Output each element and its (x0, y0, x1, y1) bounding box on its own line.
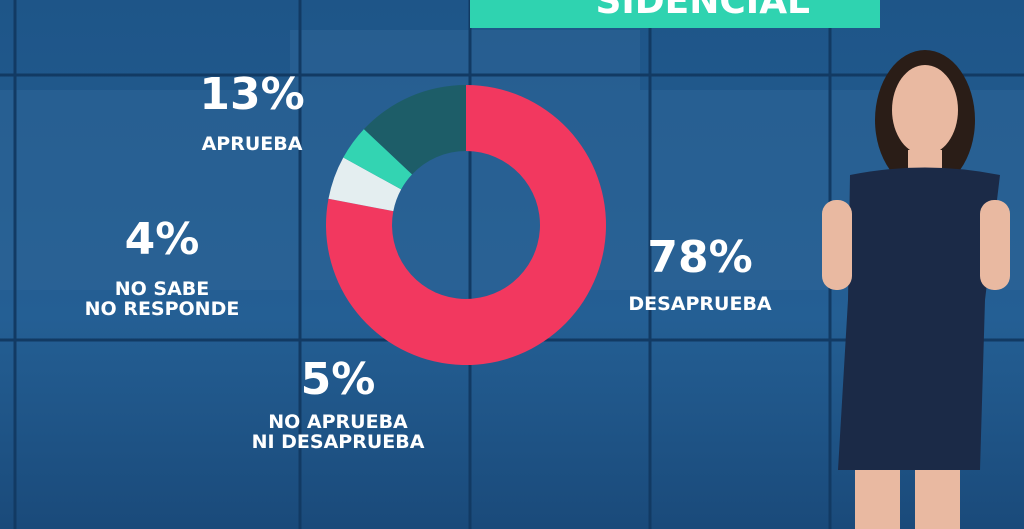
donut-segment (328, 157, 402, 212)
category-label: NO APRUEBA NI DESAPRUEBA (251, 411, 425, 453)
title: SIDENCIAL (470, 0, 880, 28)
value-label: 78% (647, 231, 753, 283)
presenter (822, 50, 1010, 529)
category-label: APRUEBA (201, 133, 303, 156)
category-label: NO SABE NO RESPONDE (84, 278, 240, 320)
donut-segment (363, 85, 466, 175)
value-label: 13% (199, 68, 305, 120)
value-label: 5% (300, 353, 376, 405)
value-label: 4% (124, 213, 200, 265)
donut-segment (326, 85, 607, 365)
category-label: DESAPRUEBA (628, 293, 772, 316)
donut-segment (343, 129, 413, 190)
